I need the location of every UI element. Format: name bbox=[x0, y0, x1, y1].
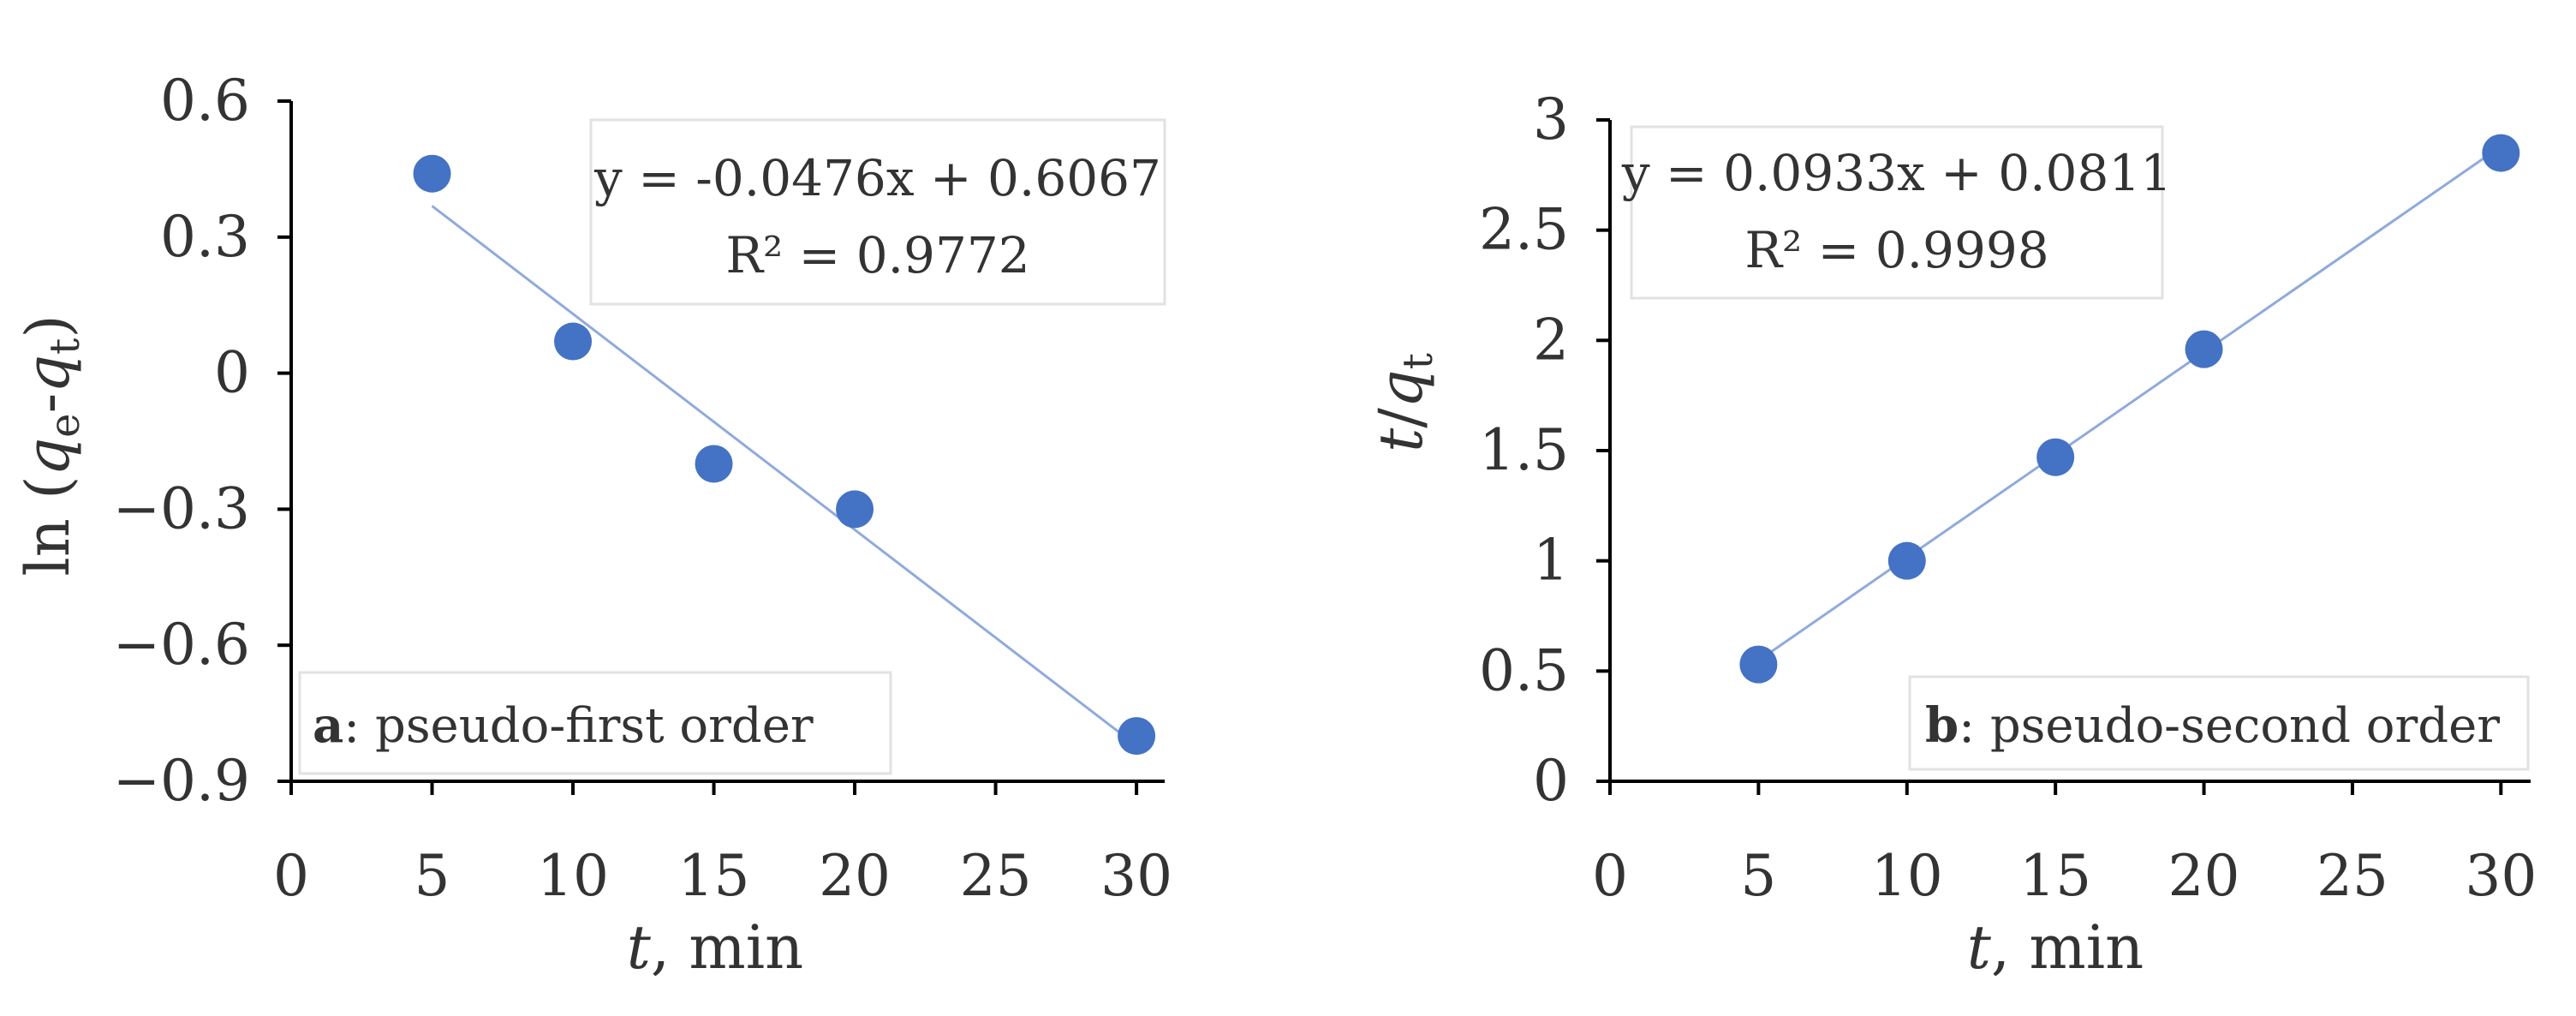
y-tick-label: 2 bbox=[1533, 307, 1569, 373]
chart-panel-a: y = -0.0476x + 0.6067 R² = 0.9772 a: pse… bbox=[13, 68, 1172, 983]
y-tick-label: 0 bbox=[214, 340, 250, 406]
trendline-equation-b: y = 0.0933x + 0.0811 bbox=[1621, 144, 2172, 202]
trendline-equation-a: y = -0.0476x + 0.6067 bbox=[593, 149, 1161, 207]
x-tick-label: 5 bbox=[1740, 843, 1776, 909]
trendline-layer-a bbox=[431, 205, 1138, 747]
y-tick-label: 1 bbox=[1533, 528, 1569, 594]
ticks-b: 0 5 10 15 20 25 30 0 0.5 1 1.5 2 2.5 3 bbox=[1479, 87, 2537, 909]
y-tick-label: −0.9 bbox=[113, 748, 250, 814]
panel-caption-text-a: : pseudo-first order bbox=[343, 698, 814, 754]
panel-caption-text-b: : pseudo-second order bbox=[1959, 698, 2500, 754]
y-tick-label: 0.5 bbox=[1479, 637, 1569, 703]
x-tick-label: 10 bbox=[1871, 843, 1943, 909]
y-axis-title-sub-b: t bbox=[1394, 353, 1442, 369]
y-tick-label: −0.3 bbox=[113, 475, 250, 541]
x-axis-title-var-a: t bbox=[627, 912, 652, 983]
y-axis-title-t-b: t bbox=[1366, 427, 1436, 452]
y-axis-title-pre-a: ln ( bbox=[13, 476, 83, 577]
data-point bbox=[1739, 645, 1778, 684]
x-tick-label: 30 bbox=[2465, 843, 2537, 909]
x-tick-label: 10 bbox=[537, 843, 609, 909]
x-tick-label: 30 bbox=[1100, 843, 1172, 909]
x-tick-label: 0 bbox=[1592, 843, 1628, 909]
r-squared-a: R² = 0.9772 bbox=[725, 226, 1029, 284]
y-tick-label: 0 bbox=[1533, 748, 1569, 814]
y-axis-title-sub2-a: t bbox=[41, 338, 89, 355]
y-axis-title-dash-a: - bbox=[13, 393, 83, 414]
data-point bbox=[1887, 541, 1926, 580]
panel-caption-a: a: pseudo-first order bbox=[313, 697, 814, 754]
trendline bbox=[431, 205, 1138, 747]
y-tick-label: 2.5 bbox=[1479, 197, 1569, 263]
x-axis-title-var-b: t bbox=[1967, 912, 1992, 983]
x-tick-label: 20 bbox=[2168, 843, 2240, 909]
x-tick-label: 15 bbox=[678, 843, 750, 909]
x-tick-label: 25 bbox=[2317, 843, 2388, 909]
equation-box-a bbox=[589, 118, 1166, 306]
data-point bbox=[2185, 330, 2223, 368]
r-squared-b: R² = 0.9998 bbox=[1744, 221, 2048, 279]
y-axis-title-q-b: q bbox=[1366, 369, 1436, 408]
trendline bbox=[1757, 145, 2502, 662]
y-axis-title-post-a: ) bbox=[13, 314, 83, 338]
panel-caption-b: b: pseudo-second order bbox=[1925, 697, 2500, 754]
trendline-layer-b bbox=[1757, 145, 2502, 662]
equation-box-b bbox=[1630, 125, 2164, 300]
y-axis-title-q1-a: q bbox=[13, 438, 83, 476]
data-point bbox=[695, 445, 733, 483]
y-tick-label: 3 bbox=[1533, 87, 1569, 152]
caption-box-b bbox=[1908, 675, 2530, 771]
x-tick-label: 15 bbox=[2019, 843, 2091, 909]
y-axis-title-a: ln (qe-qt) bbox=[13, 314, 89, 576]
y-axis-title-b: t/qt bbox=[1366, 353, 1442, 452]
y-axis-title-q2-a: q bbox=[13, 355, 83, 393]
panel-label-b: b bbox=[1925, 697, 1959, 754]
data-point bbox=[1118, 717, 1156, 756]
y-tick-label: −0.6 bbox=[113, 612, 250, 678]
y-axis-title-sub1-a: e bbox=[41, 413, 89, 437]
caption-box-a bbox=[298, 671, 892, 775]
panel-label-a: a bbox=[313, 697, 343, 754]
x-axis-title-a: t, min bbox=[627, 912, 804, 983]
y-tick-label: 1.5 bbox=[1479, 417, 1569, 483]
data-point bbox=[2036, 438, 2075, 476]
data-points-b bbox=[1739, 134, 2520, 684]
y-axis-title-slash-b: / bbox=[1366, 408, 1436, 428]
x-axis-title-b: t, min bbox=[1967, 912, 2144, 983]
x-tick-label: 25 bbox=[960, 843, 1032, 909]
y-tick-label: 0.3 bbox=[160, 204, 250, 270]
ticks-a: 0 5 10 15 20 25 30 0.6 0.3 0 −0.3 −0.6 −0.9 bbox=[113, 68, 1172, 909]
x-axis-title-unit-a: , min bbox=[651, 912, 803, 983]
data-point bbox=[836, 490, 874, 529]
x-tick-label: 0 bbox=[273, 843, 309, 909]
data-points-a bbox=[413, 154, 1156, 756]
chart-panel-b: y = 0.0933x + 0.0811 R² = 0.9998 b: pseu… bbox=[1366, 87, 2537, 983]
data-point bbox=[554, 322, 593, 361]
x-axis-title-unit-b: , min bbox=[1991, 912, 2144, 983]
y-tick-label: 0.6 bbox=[160, 68, 250, 134]
data-point bbox=[413, 154, 451, 193]
data-point bbox=[2482, 134, 2520, 172]
x-tick-label: 20 bbox=[819, 843, 891, 909]
x-tick-label: 5 bbox=[414, 843, 450, 909]
